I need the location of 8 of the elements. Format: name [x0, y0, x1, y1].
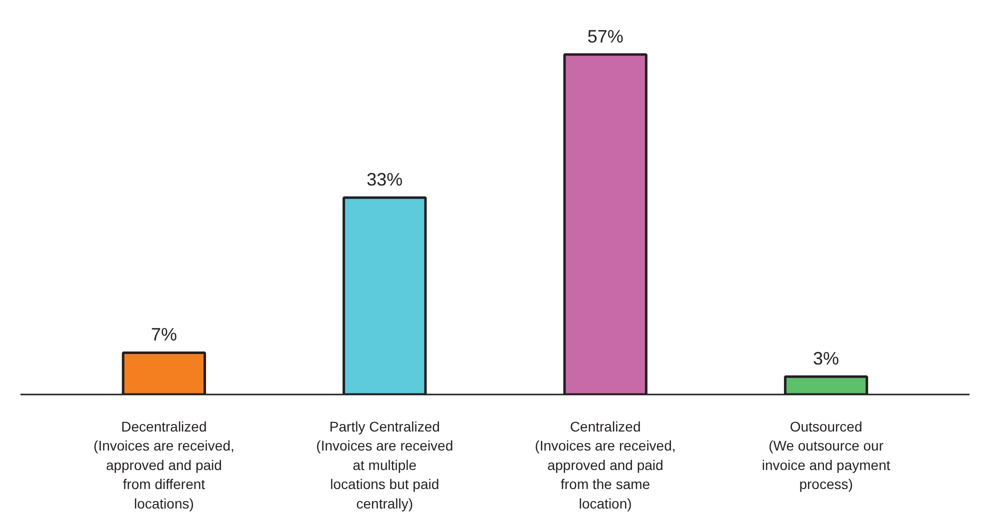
x-tick-label: Partly Centralized (Invoices are received at multiple locations but paid centrally) [316, 418, 454, 512]
x-tick-label: Centralized (Invoices are received, approved and paid from the same location) [534, 418, 676, 512]
data-label: 7% [150, 324, 177, 345]
data-label: 3% [813, 348, 840, 369]
x-tick-label: Decentralized (Invoices are received, approved and paid from different locations) [94, 418, 234, 512]
data-label: 33% [366, 170, 403, 190]
data-label: 57% [587, 26, 624, 46]
x-tick-label: Outsourced (We outsource our invoice and payment process) [762, 418, 890, 492]
